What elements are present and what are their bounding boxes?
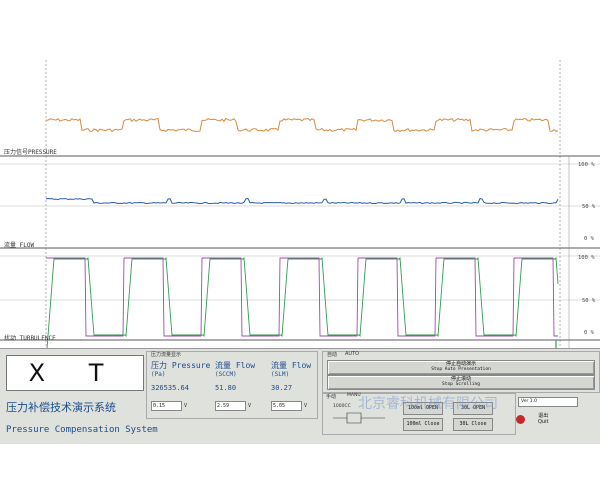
auto-group: 自动 AUTO 停止自动演示 Stop Auto Presentation 停止…: [322, 351, 600, 393]
flow-slm-voltage-field[interactable]: 5.05: [271, 401, 302, 411]
pressure-unit-header: (Pa): [151, 371, 166, 378]
pressure-voltage-field[interactable]: 0.15: [151, 401, 182, 411]
open-30l-button[interactable]: 30L OPEN: [453, 402, 493, 415]
pressure-column: 压力 Pressure (Pa) 326535.64 0.15 V: [151, 360, 210, 411]
manual-caption-en: MANU: [347, 393, 361, 398]
flow-0-pct: 0 %: [584, 236, 594, 242]
readout-caption: 压力流量显示: [151, 352, 182, 358]
stop-scrolling-button[interactable]: 停止滚动 Stop Scrolling: [327, 375, 595, 390]
version-field: Ver 1.0: [518, 397, 578, 407]
pressure-label: 压力信号PRESSURE: [4, 149, 57, 156]
flow-slm-header: 流量 Flow: [271, 361, 312, 370]
stop-scroll-label-cn: 停止滚动: [450, 376, 471, 382]
flow-sccm-unit-header: (SCCM): [215, 371, 237, 378]
pressure-header: 压力 Pressure: [151, 361, 211, 370]
pressure-trace: [45, 117, 559, 133]
flow-50-pct: 50 %: [582, 204, 596, 210]
stop-scroll-label-en: Stop Scrolling: [442, 382, 480, 387]
turb-50-pct: 50 %: [582, 298, 596, 304]
manual-caption: 手动: [326, 394, 337, 400]
pressure-flow-readout: 压力流量显示 压力 Pressure (Pa) 326535.64 0.15 V …: [146, 351, 318, 419]
flow-sccm-value: 51.80: [215, 384, 237, 392]
auto-caption: 自动: [327, 352, 338, 358]
flow-sccm-voltage-unit: V: [248, 403, 252, 409]
stop-auto-label-en: Stop Auto Presentation: [431, 367, 491, 372]
stop-auto-label-cn: 停止自动演示: [445, 361, 476, 367]
open-100ml-button[interactable]: 100ml OPEN: [403, 402, 443, 415]
turb-100-pct: 100 %: [578, 255, 595, 261]
flow-slm-unit-header: (SLM): [271, 371, 290, 378]
flow-100-pct: 100 %: [578, 162, 595, 168]
close-100ml-button[interactable]: 100ml Close: [403, 418, 443, 431]
turbulence-trace-b: [46, 256, 559, 350]
manual-sub-label: 1000CC: [333, 404, 351, 409]
stop-icon: [516, 415, 525, 424]
flow-slm-column: 流量 Flow (SLM) 30.27 5.05 V: [271, 360, 311, 411]
system-title-en: Pressure Compensation System: [6, 425, 158, 435]
oscilloscope-area: 压力信号PRESSURE 流量 FLOW 扰动 TURBULENCE 100 %…: [0, 60, 600, 350]
valve-diagram-icon: [333, 412, 385, 424]
turbulence-label: 扰动 TURBULENCE: [4, 335, 56, 342]
company-watermark: 北京睿科机械有限公司: [358, 396, 498, 412]
turbulence-trace-a: [46, 257, 558, 337]
stop-auto-presentation-button[interactable]: 停止自动演示 Stop Auto Presentation: [327, 360, 595, 375]
auto-caption-en: AUTO: [345, 351, 360, 357]
flow-sccm-header: 流量 Flow: [215, 361, 256, 370]
flow-sccm-column: 流量 Flow (SCCM) 51.80 2.59 V: [215, 360, 255, 411]
flow-sccm-voltage-field[interactable]: 2.59: [215, 401, 246, 411]
waveform-plot: [0, 60, 600, 350]
manual-group: 手动 MANU 1000CC 100ml OPEN 30L OPEN 100ml…: [322, 393, 516, 435]
flow-label: 流量 FLOW: [4, 242, 35, 249]
logo-display: X T: [6, 355, 144, 391]
flow-slm-voltage-unit: V: [304, 403, 308, 409]
flow-trace: [45, 197, 559, 205]
flow-slm-value: 30.27: [271, 384, 293, 392]
quit-label-cn: 退出: [538, 413, 549, 419]
pressure-value: 326535.64: [151, 384, 189, 392]
pressure-voltage-unit: V: [184, 403, 188, 409]
side-controls: Ver 1.0 退出 Quit: [516, 395, 596, 431]
system-title-cn: 压力补偿技术演示系统: [6, 401, 116, 414]
close-30l-button[interactable]: 30L Close: [453, 418, 493, 431]
turb-0-pct: 0 %: [584, 330, 594, 336]
quit-button[interactable]: 退出 Quit: [516, 413, 586, 427]
quit-label-en: Quit: [538, 419, 549, 425]
quit-label: 退出 Quit: [538, 413, 548, 425]
control-panel: X T 压力补偿技术演示系统 Pressure Compensation Sys…: [0, 348, 600, 444]
